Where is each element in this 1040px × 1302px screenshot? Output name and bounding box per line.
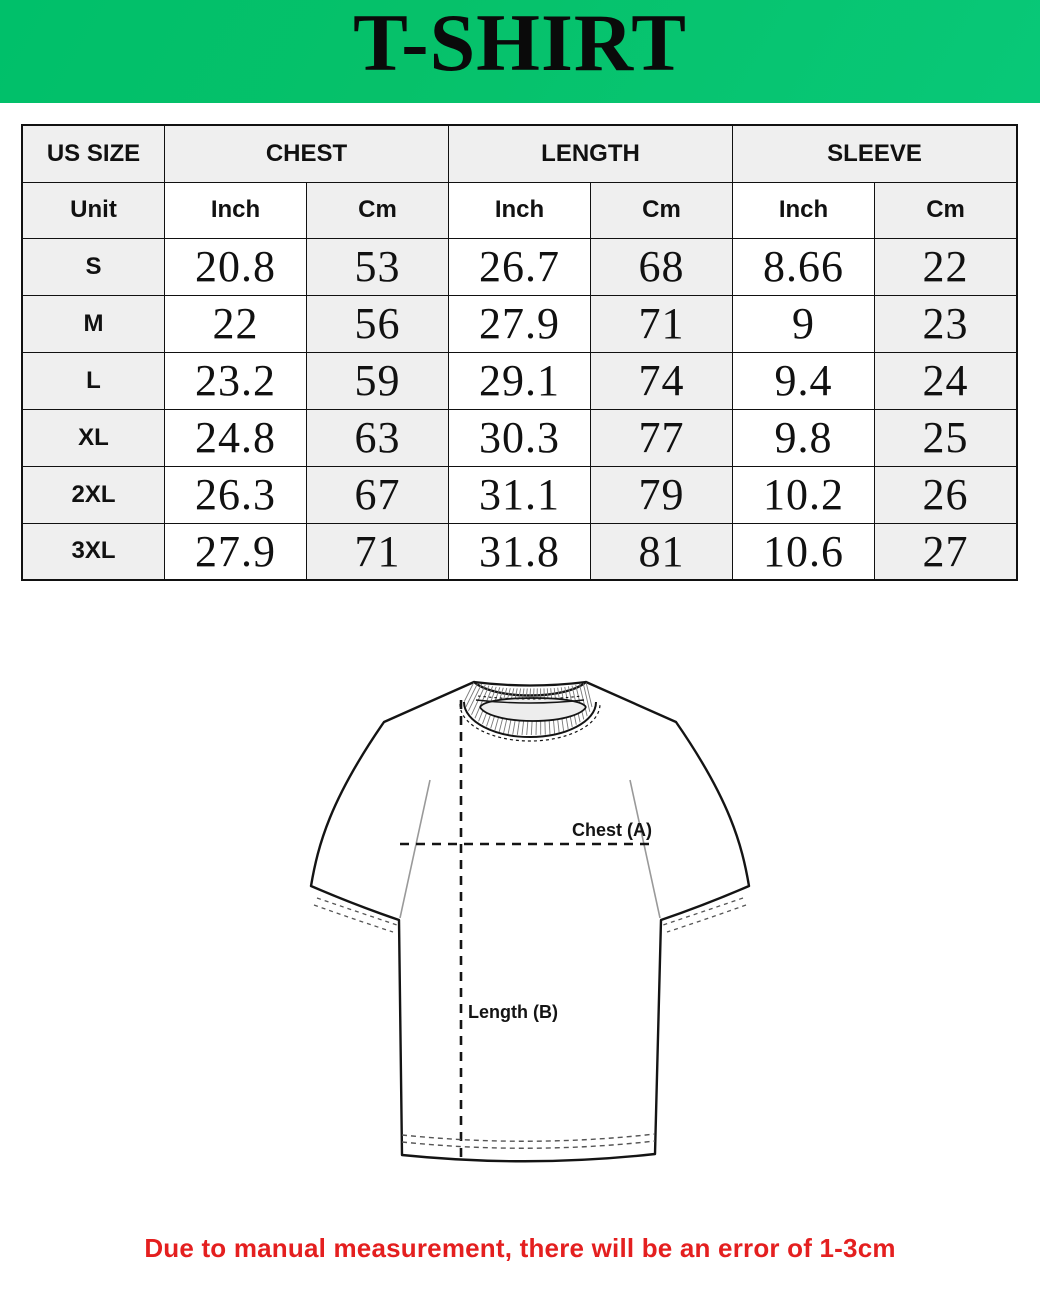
svg-text:Chest (A): Chest (A) [572,820,652,840]
svg-text:Length (B): Length (B) [468,1002,558,1022]
